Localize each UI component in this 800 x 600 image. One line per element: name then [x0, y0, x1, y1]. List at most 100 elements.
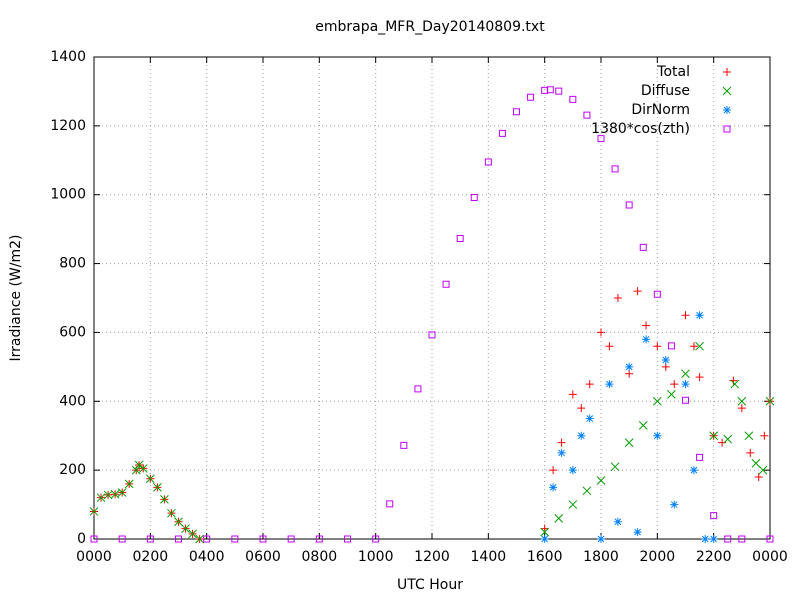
point	[513, 108, 520, 116]
point	[670, 500, 679, 509]
point	[470, 193, 478, 201]
point	[568, 466, 577, 475]
point	[442, 280, 450, 288]
point	[667, 342, 675, 350]
point	[569, 95, 577, 103]
point	[744, 431, 754, 441]
point	[554, 513, 564, 523]
legend-marker	[723, 125, 731, 133]
x-tick-label: 1400	[471, 549, 507, 565]
point	[557, 448, 566, 457]
point	[730, 379, 740, 389]
x-tick-label: 0800	[302, 549, 338, 565]
point	[709, 535, 718, 543]
point	[613, 517, 622, 526]
point	[583, 111, 591, 119]
point	[577, 431, 586, 440]
y-tick-label: 200	[59, 462, 86, 478]
point	[585, 414, 594, 423]
point	[737, 404, 746, 413]
point	[596, 476, 606, 485]
point	[568, 390, 577, 399]
x-axis-label: UTC Hour	[397, 577, 463, 593]
point	[428, 331, 436, 339]
point	[701, 535, 710, 543]
point	[89, 507, 99, 516]
x-tick-label: 1200	[414, 549, 450, 565]
point	[549, 466, 558, 475]
legend-marker	[722, 86, 732, 96]
point	[203, 535, 211, 543]
plot-frame	[93, 56, 771, 540]
point	[639, 243, 647, 251]
point	[287, 535, 295, 543]
point	[259, 535, 267, 543]
point	[754, 473, 763, 482]
point	[724, 535, 732, 543]
x-tick-label: 1600	[527, 549, 563, 565]
point	[195, 534, 204, 544]
point	[577, 404, 586, 413]
x-tick-label: 1800	[583, 549, 619, 565]
point	[729, 376, 738, 385]
y-tick-label: 1000	[50, 187, 86, 203]
point	[585, 380, 594, 389]
x-tick-label: 1000	[358, 549, 394, 565]
point	[760, 431, 769, 440]
x-tick-label: 0200	[133, 549, 169, 565]
point	[540, 527, 550, 537]
point	[117, 488, 127, 497]
point	[557, 438, 566, 447]
point	[549, 483, 558, 492]
point	[582, 486, 592, 496]
point	[181, 524, 190, 534]
legend-label: DirNorm	[631, 102, 690, 118]
point	[146, 535, 154, 543]
point	[605, 380, 614, 389]
point	[681, 311, 690, 320]
x-tick-label: 0000	[752, 549, 788, 565]
point	[625, 362, 634, 371]
point	[689, 342, 698, 351]
x-tick-label: 0000	[76, 549, 112, 565]
point	[96, 493, 106, 503]
y-tick-label: 600	[59, 324, 86, 340]
point	[540, 524, 549, 533]
point	[653, 431, 662, 440]
point	[709, 431, 719, 441]
point	[541, 86, 549, 94]
point	[597, 328, 605, 337]
point	[153, 483, 162, 492]
point	[555, 87, 563, 95]
point	[386, 500, 394, 508]
y-tick-label: 800	[59, 256, 86, 272]
point	[540, 535, 549, 543]
legend-label: Diffuse	[641, 83, 690, 99]
point	[118, 535, 126, 543]
point	[766, 535, 774, 543]
point	[681, 380, 690, 389]
point	[642, 335, 651, 344]
point	[110, 489, 120, 499]
point	[653, 342, 662, 351]
x-tick-label: 0600	[245, 549, 281, 565]
point	[765, 396, 775, 406]
x-tick-label: 2200	[696, 549, 732, 565]
point	[145, 474, 155, 484]
legend-label: 1380*cos(zth)	[591, 121, 690, 137]
point	[597, 535, 605, 543]
point	[124, 479, 134, 489]
point	[174, 517, 183, 527]
point	[689, 466, 698, 475]
point	[175, 535, 182, 543]
point	[103, 490, 113, 500]
point	[414, 385, 422, 393]
point	[597, 135, 605, 143]
point	[652, 396, 662, 406]
point	[400, 441, 408, 449]
point	[605, 342, 614, 351]
point	[642, 321, 651, 330]
point	[746, 448, 755, 457]
x-tick-label: 0400	[189, 549, 225, 565]
point	[653, 290, 661, 298]
